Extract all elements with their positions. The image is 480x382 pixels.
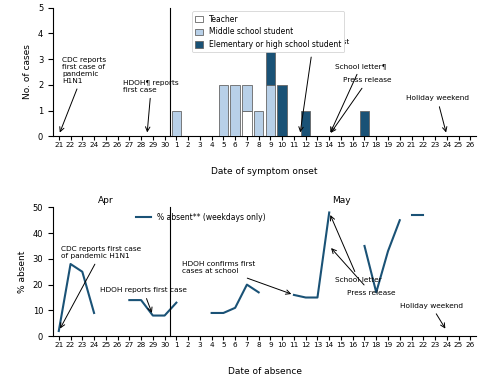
Text: Press release: Press release [331, 77, 391, 132]
Bar [230, 85, 240, 136]
Text: HDOH¶ reports
first case: HDOH¶ reports first case [123, 80, 179, 131]
Text: HDOH confirms first
cases at school: HDOH confirms first cases at school [182, 261, 290, 294]
Text: School letter: School letter [330, 216, 381, 283]
Bar [242, 111, 251, 136]
Bar [359, 111, 369, 136]
Text: HDOH confirms first
cases at school: HDOH confirms first cases at school [276, 39, 349, 131]
Text: Apr: Apr [98, 196, 113, 205]
Bar [171, 111, 180, 136]
Text: Holiday weekend: Holiday weekend [399, 303, 462, 328]
Text: CDC reports
first case of
pandemic
H1N1: CDC reports first case of pandemic H1N1 [60, 57, 106, 131]
Bar [253, 111, 263, 136]
Bar [265, 85, 275, 136]
Bar [242, 85, 251, 111]
Y-axis label: % absent: % absent [18, 251, 27, 293]
X-axis label: Date of absence: Date of absence [227, 367, 301, 376]
Text: May: May [331, 196, 349, 205]
X-axis label: Date of symptom onset: Date of symptom onset [211, 167, 317, 176]
Text: Press release: Press release [331, 249, 395, 296]
Legend: % absent** (weekdays only): % absent** (weekdays only) [132, 210, 268, 225]
Text: Holiday weekend: Holiday weekend [405, 95, 468, 131]
Bar [300, 111, 310, 136]
Bar [218, 85, 228, 136]
Bar [277, 85, 286, 136]
Text: CDC reports first case
of pandemic H1N1: CDC reports first case of pandemic H1N1 [60, 246, 141, 328]
Text: HDOH reports first case: HDOH reports first case [100, 287, 186, 312]
Text: School letter¶: School letter¶ [330, 63, 385, 132]
Bar [265, 33, 275, 85]
Legend: Teacher, Middle school student, Elementary or high school student: Teacher, Middle school student, Elementa… [192, 11, 344, 52]
Y-axis label: No. of cases: No. of cases [23, 45, 32, 99]
